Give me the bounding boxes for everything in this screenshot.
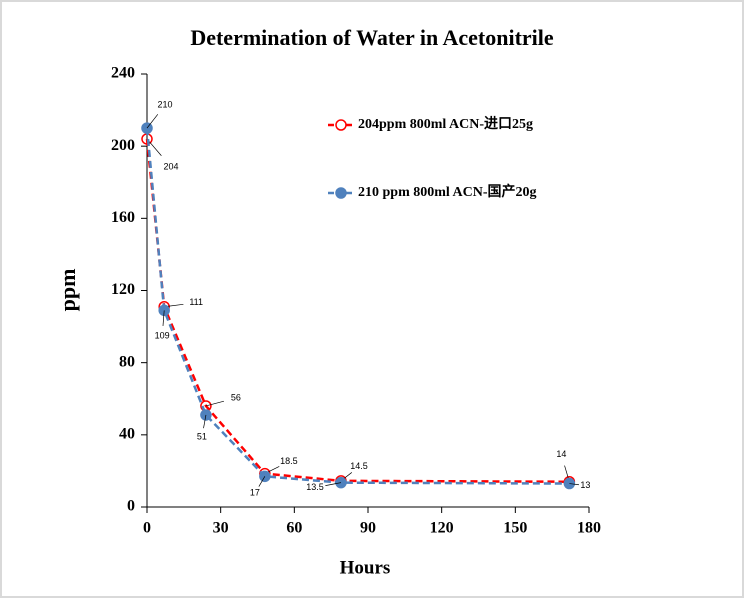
y-tick-label: 0 <box>127 498 135 515</box>
y-tick-label: 160 <box>111 209 135 226</box>
legend-label: 210 ppm 800ml ACN-国产20g <box>358 183 537 200</box>
x-tick-label: 180 <box>577 520 601 537</box>
data-label: 18.5 <box>280 456 298 466</box>
chart-title: Determination of Water in Acetonitrile <box>190 25 554 50</box>
x-tick-label: 90 <box>360 520 376 537</box>
x-tick-label: 120 <box>430 520 454 537</box>
legend-marker <box>335 119 347 131</box>
series-line <box>145 128 570 485</box>
leader-line <box>146 114 159 129</box>
x-tick-label: 150 <box>503 520 527 537</box>
data-label: 204 <box>163 161 178 171</box>
data-label: 109 <box>155 331 170 341</box>
leader-line <box>205 400 225 407</box>
data-label: 56 <box>231 392 241 402</box>
y-tick-label: 120 <box>111 281 135 298</box>
leader-line <box>203 414 207 429</box>
data-label: 13 <box>580 480 590 490</box>
data-label: 17 <box>250 488 260 498</box>
y-tick-label: 40 <box>119 426 135 443</box>
y-tick-label: 200 <box>111 137 135 154</box>
x-axis-label: Hours <box>340 557 391 578</box>
legend-marker <box>335 187 347 199</box>
leader-line <box>162 310 165 326</box>
leader-line <box>569 483 579 486</box>
y-tick-label: 80 <box>119 353 135 370</box>
data-label: 14.5 <box>350 461 368 471</box>
data-label: 14 <box>556 449 566 459</box>
series-line <box>145 138 570 483</box>
legend-label: 204ppm 800ml ACN-进口25g <box>358 116 533 132</box>
leader-line <box>325 482 342 486</box>
data-label: 111 <box>189 297 203 307</box>
x-tick-label: 30 <box>213 520 229 537</box>
data-label: 210 <box>157 100 172 110</box>
leader-line <box>258 476 266 487</box>
x-tick-label: 0 <box>143 520 151 537</box>
data-label: 51 <box>197 431 207 441</box>
y-tick-label: 240 <box>111 65 135 82</box>
x-tick-label: 60 <box>286 520 302 537</box>
y-axis-label: ppm <box>55 269 80 312</box>
data-label: 13.5 <box>306 482 324 492</box>
